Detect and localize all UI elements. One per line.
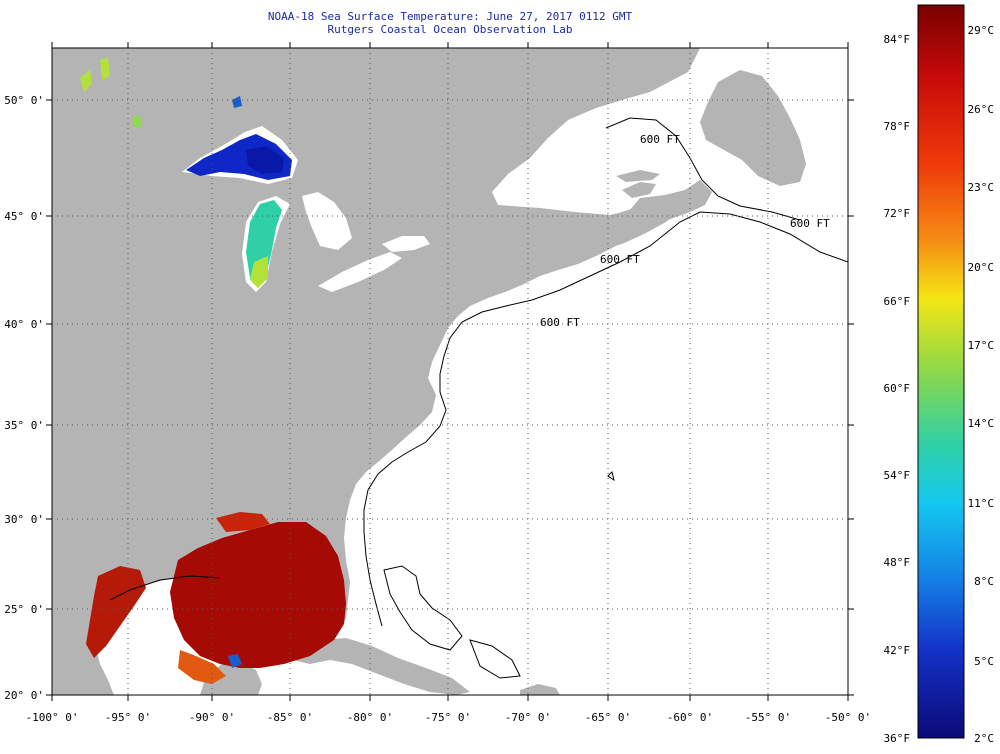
sst-gulf-of-mexico (170, 522, 346, 668)
land-north-america (52, 48, 712, 695)
contour-labels: 600 FT 600 FT 600 FT 600 FT (540, 133, 830, 329)
lon-label: -55° 0' (745, 711, 791, 724)
lake-erie (318, 252, 402, 292)
sst-inland-lake-1 (80, 70, 92, 92)
bermuda-marker (607, 471, 615, 482)
sst-lake-michigan-south (250, 256, 268, 288)
lat-label: 50° 0' (4, 94, 44, 107)
lake-huron (302, 192, 352, 250)
lon-label: -75° 0' (425, 711, 471, 724)
lon-label: -90° 0' (189, 711, 235, 724)
sst-inland-lake-3 (132, 114, 142, 128)
shelf-contour-600ft (363, 211, 848, 627)
longitude-labels: -100° 0' -95° 0' -90° 0' -85° 0' -80° 0' -75°… (26, 711, 872, 724)
contour-label: 600 FT (540, 316, 580, 329)
map-subtitle: Rutgers Coastal Ocean Observation Lab (327, 23, 573, 36)
lon-label: -85° 0' (267, 711, 313, 724)
land-anticosti (616, 170, 660, 182)
lat-label: 20° 0' (4, 689, 44, 702)
lon-label: -65° 0' (585, 711, 631, 724)
lon-label: -60° 0' (667, 711, 713, 724)
lon-label: -100° 0' (26, 711, 79, 724)
sst-lake-superior-core (246, 146, 284, 174)
lon-label: -50° 0' (825, 711, 871, 724)
sst-gulf-orange (178, 650, 226, 684)
sst-inland-lake-2 (100, 58, 110, 80)
gulf-st-lawrence-contour (605, 117, 801, 221)
latitude-labels: 50° 0' 45° 0' 40° 0' 35° 0' 30° 0' 25° 0' 20° … (4, 94, 44, 702)
contour-label: 600 FT (790, 217, 830, 230)
lon-label: -70° 0' (505, 711, 551, 724)
land-nova-scotia (582, 202, 680, 250)
axis-ticks (46, 42, 854, 701)
sst-gulf-west (86, 566, 146, 658)
map-frame (51, 47, 849, 696)
lon-label: -80° 0' (347, 711, 393, 724)
bahamas-outline-2 (469, 639, 521, 679)
lake-ontario (382, 236, 430, 252)
lat-label: 45° 0' (4, 210, 44, 223)
land-hispaniola (520, 684, 560, 695)
gulf-st-lawrence (592, 96, 694, 168)
bahamas-outline (383, 565, 463, 651)
lat-label: 30° 0' (4, 513, 44, 526)
gulf-coast-shelf (109, 575, 221, 601)
contour-label: 600 FT (600, 253, 640, 266)
lat-label: 25° 0' (4, 603, 44, 616)
map-title: NOAA-18 Sea Surface Temperature: June 27… (267, 10, 633, 23)
land-pei (622, 182, 656, 198)
lon-label: -95° 0' (105, 711, 151, 724)
lat-label: 35° 0' (4, 419, 44, 432)
contour-label: 600 FT (640, 133, 680, 146)
sst-gulf-north-patch (216, 512, 270, 532)
land-cuba (284, 638, 470, 695)
land-newfoundland (700, 70, 806, 186)
sst-gulf-blue-patch (228, 654, 242, 668)
lat-label: 40° 0' (4, 318, 44, 331)
sst-inland-lake-4 (232, 96, 242, 108)
